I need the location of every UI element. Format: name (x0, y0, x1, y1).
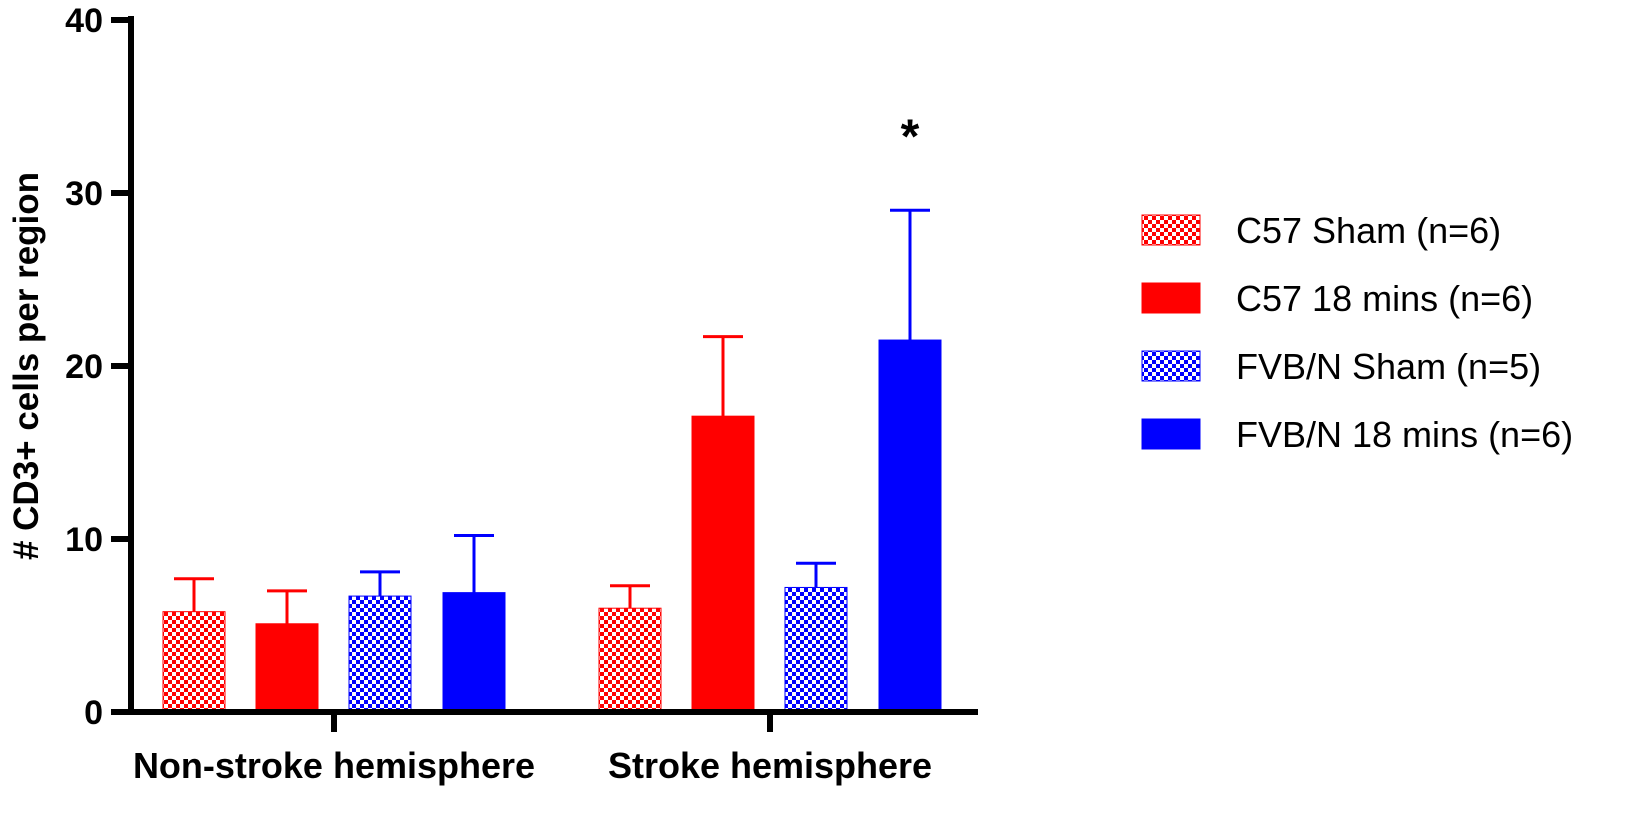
legend-swatch-fvb-n-18-mins-n-6 (1141, 418, 1201, 450)
legend-swatch-c57-sham-n-6 (1141, 214, 1201, 246)
y-tick-label-30: 30 (65, 175, 103, 213)
x-tick-label-non-stroke-hemisphere: Non-stroke hemisphere (133, 745, 535, 786)
bar-c57-18-mins-n-6-stroke-hemisphere (691, 415, 755, 713)
bar-c57-sham-n-6-non-stroke-hemisphere (162, 611, 226, 713)
axes-layer (111, 16, 978, 732)
legend-label-c57-sham-n-6: C57 Sham (n=6) (1236, 210, 1501, 251)
significance-annotation: * (901, 110, 920, 163)
bar-fvb-n-sham-n-5-non-stroke-hemisphere (348, 595, 412, 713)
bars-layer (162, 339, 942, 713)
y-tick-label-40: 40 (65, 2, 103, 40)
bar-fvb-n-18-mins-n-6-non-stroke-hemisphere (442, 592, 506, 713)
y-tick-label-0: 0 (84, 694, 103, 732)
legend-swatch-fvb-n-sham-n-5 (1141, 350, 1201, 382)
legend: C57 Sham (n=6) C57 18 mins (n=6) FVB/N Sha… (1141, 210, 1573, 455)
y-tick-label-10: 10 (65, 521, 103, 559)
legend-swatch-c57-18-mins-n-6 (1141, 282, 1201, 314)
bar-fvb-n-18-mins-n-6-stroke-hemisphere (878, 339, 942, 713)
x-tick-label-stroke-hemisphere: Stroke hemisphere (608, 745, 932, 786)
legend-label-fvb-n-18-mins-n-6: FVB/N 18 mins (n=6) (1236, 414, 1573, 455)
legend-label-fvb-n-sham-n-5: FVB/N Sham (n=5) (1236, 346, 1541, 387)
bar-fvb-n-sham-n-5-stroke-hemisphere (784, 586, 848, 713)
legend-label-c57-18-mins-n-6: C57 18 mins (n=6) (1236, 278, 1533, 319)
bar-c57-18-mins-n-6-non-stroke-hemisphere (255, 623, 319, 713)
error-bars-layer (174, 208, 930, 624)
labels-layer: * 0 10 20 30 40 Non-stroke hemisphere Stroke he… (7, 2, 932, 786)
y-axis-title: # CD3+ cells per region (7, 172, 46, 560)
y-tick-label-20: 20 (65, 348, 103, 386)
bar-c57-sham-n-6-stroke-hemisphere (598, 607, 662, 713)
